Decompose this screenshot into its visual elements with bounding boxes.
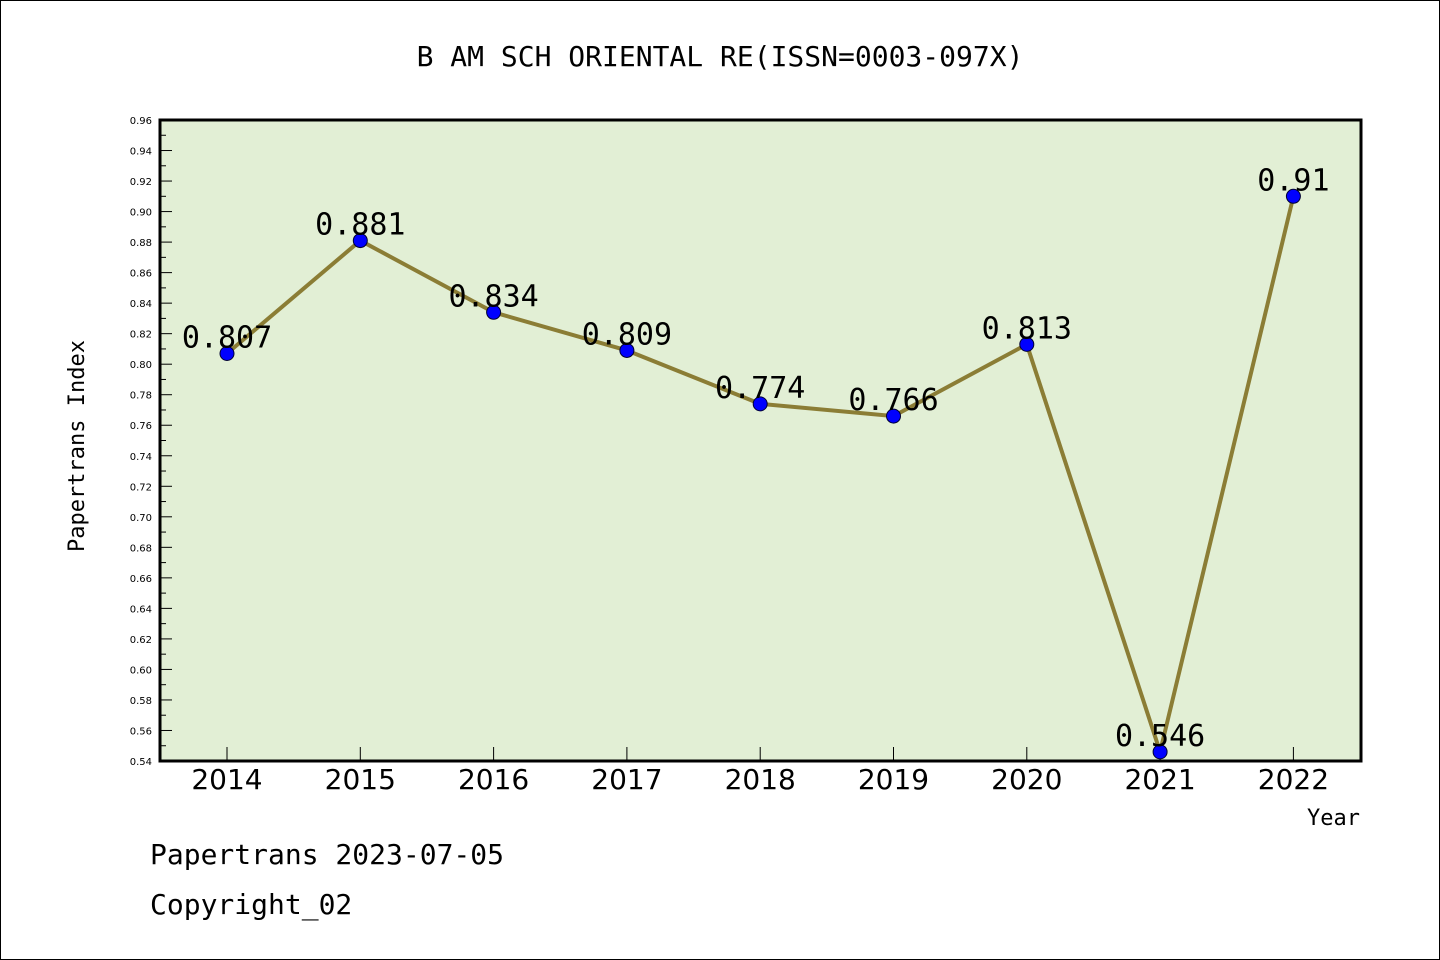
plot-area [158,118,1363,763]
x-tick-label: 2022 [1258,763,1329,796]
data-label: 0.834 [448,279,538,314]
x-tick-label: 2017 [591,763,662,796]
data-label: 0.809 [582,317,672,352]
data-point [1019,336,1035,352]
y-tick-label: 0.60 [130,665,152,676]
y-tick-label: 0.56 [130,726,152,737]
data-label: 0.807 [182,321,272,356]
y-tick-label: 0.92 [130,177,152,188]
data-point [886,408,901,424]
y-tick-label: 0.54 [130,757,152,768]
x-tick-label: 2018 [725,763,796,796]
y-tick-label: 0.82 [130,330,152,341]
y-tick-label: 0.94 [130,147,152,158]
data-label: 0.774 [715,371,805,406]
data-point [219,346,235,362]
footer-copyright: Copyright_02 [150,888,352,922]
y-axis: 0.54 0.56 0.58 0.60 0.62 0.64 0.66 0.68 0.70 0.72… [130,116,172,768]
y-tick-label: 0.76 [130,421,152,432]
y-tick-label: 0.90 [130,208,152,219]
y-tick-label: 0.84 [130,299,152,310]
x-axis: 2014 2015 2016 2017 2018 2019 2020 2021 2022 [191,747,1329,796]
x-axis-label: Year [1307,806,1360,831]
data-label: 0.546 [1115,719,1205,754]
data-label: 0.766 [848,383,938,418]
markers-group [219,188,1301,760]
data-labels-group: 0.807 0.881 0.834 0.809 0.774 0.766 0.813 0.546… [182,163,1330,754]
data-point [1285,188,1301,204]
data-point [352,233,368,249]
x-tick-label: 2014 [191,763,262,796]
data-point [752,396,768,412]
chart-title: B AM SCH ORIENTAL RE(ISSN=0003-097X) [417,40,1024,73]
x-tick-label: 2021 [1124,763,1195,796]
y-axis-label: Papertrans Index [65,340,90,552]
y-tick-label: 0.70 [130,513,152,524]
data-point [486,304,502,320]
data-label: 0.881 [315,208,405,243]
data-label: 0.91 [1257,163,1329,198]
y-tick-label: 0.58 [130,696,152,707]
y-tick-label: 0.64 [130,604,152,615]
x-tick-label: 2016 [458,763,529,796]
y-tick-label: 0.62 [130,635,152,646]
data-label: 0.813 [982,311,1072,346]
x-tick-label: 2019 [858,763,929,796]
y-tick-label: 0.78 [130,391,152,402]
y-tick-label: 0.74 [130,452,152,463]
footer-date: Papertrans 2023-07-05 [150,838,504,871]
x-tick-label: 2015 [325,763,396,796]
y-tick-label: 0.66 [130,574,152,585]
y-tick-label: 0.88 [130,238,152,249]
y-tick-label: 0.96 [130,116,152,127]
y-tick-label: 0.86 [130,269,152,280]
x-tick-label: 2020 [991,763,1062,796]
y-tick-label: 0.68 [130,543,152,554]
data-point [619,342,635,358]
data-point [1152,744,1168,760]
y-tick-label: 0.80 [130,360,152,371]
y-tick-label: 0.72 [130,482,152,493]
